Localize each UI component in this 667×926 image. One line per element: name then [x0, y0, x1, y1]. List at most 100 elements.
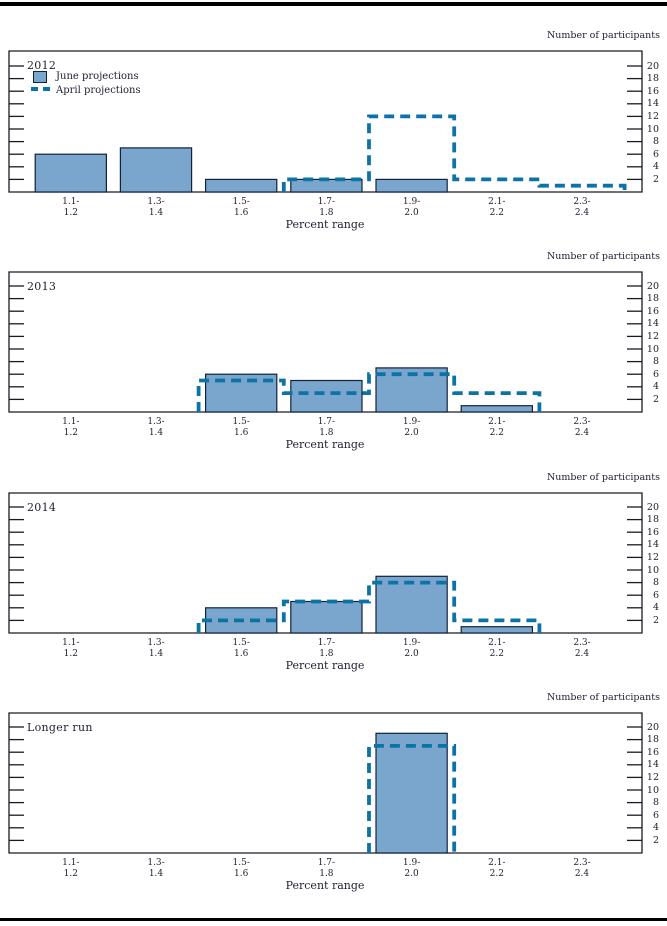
y-tick-label: 12 — [646, 330, 659, 342]
x-tick-label: 1.5- — [232, 638, 250, 648]
x-tick-label: 1.9- — [402, 197, 421, 207]
x-tick-label: 2.4 — [574, 428, 590, 438]
x-tick-label: 1.3- — [147, 858, 165, 868]
y-tick-label: 6 — [652, 809, 659, 821]
y-tick-label: 6 — [652, 148, 659, 160]
x-axis-caption: Percent range — [285, 438, 365, 451]
y-tick-label: 12 — [646, 110, 659, 122]
x-tick-label: 1.3- — [147, 197, 165, 207]
x-tick-label: 1.7- — [317, 858, 336, 868]
legend-april-label: April projections — [56, 84, 141, 96]
x-tick-label: 1.3- — [147, 417, 165, 427]
x-axis-caption: Percent range — [285, 879, 365, 892]
x-tick-label: 1.2 — [63, 208, 78, 218]
x-tick-label: 2.4 — [574, 869, 590, 879]
x-tick-label: 2.0 — [404, 428, 419, 438]
y-tick-label: 14 — [646, 759, 659, 771]
x-tick-label: 1.8 — [319, 869, 334, 879]
legend-june-label: June projections — [56, 70, 139, 82]
x-tick-label: 1.1- — [62, 858, 80, 868]
y-tick-label: 18 — [646, 293, 659, 305]
y-tick-label: 16 — [646, 305, 659, 317]
y-tick-label: 20 — [646, 721, 659, 733]
y-tick-label: 14 — [646, 539, 659, 551]
x-tick-label: 1.5- — [232, 417, 250, 427]
x-axis-caption: Percent range — [285, 218, 365, 231]
x-tick-label: 1.5- — [232, 858, 250, 868]
y-tick-label: 8 — [652, 356, 659, 368]
y-tick-label: 20 — [646, 280, 659, 292]
top-rule — [0, 2, 667, 6]
x-tick-label: 1.6 — [234, 208, 249, 218]
x-tick-label: 1.1- — [62, 417, 80, 427]
y-tick-label: 2 — [652, 834, 659, 846]
y-tick-label: 16 — [646, 526, 659, 538]
x-tick-label: 1.1- — [62, 197, 80, 207]
y-tick-label: 10 — [646, 784, 659, 796]
y-tick-label: 8 — [652, 577, 659, 589]
y-tick-label: 8 — [652, 797, 659, 809]
y-tick-label: 4 — [652, 822, 659, 834]
y-tick-label: 10 — [646, 343, 659, 355]
x-tick-label: 2.2 — [489, 208, 504, 218]
x-tick-label: 2.1- — [488, 638, 506, 648]
x-tick-label: 1.4 — [148, 649, 164, 659]
y-tick-label: 16 — [646, 746, 659, 758]
x-tick-label: 1.6 — [234, 428, 249, 438]
x-tick-label: 2.2 — [489, 869, 504, 879]
x-tick-label: 1.6 — [234, 649, 249, 659]
x-tick-label: 2.1- — [488, 858, 506, 868]
x-tick-label: 1.9- — [402, 417, 421, 427]
x-tick-label: 1.7- — [317, 197, 336, 207]
y-tick-label: 14 — [646, 318, 659, 330]
y-tick-label: 10 — [646, 123, 659, 135]
x-tick-label: 1.4 — [148, 869, 164, 879]
x-tick-label: 1.2 — [63, 869, 78, 879]
x-tick-label: 1.4 — [148, 208, 164, 218]
x-tick-label: 1.2 — [63, 428, 78, 438]
panel-year-label: 2013 — [27, 280, 57, 293]
june-bar-swatch-icon — [33, 71, 47, 83]
y-tick-label: 16 — [646, 85, 659, 97]
x-tick-label: 1.8 — [319, 649, 334, 659]
x-tick-label: 2.2 — [489, 649, 504, 659]
x-tick-label: 1.8 — [319, 208, 334, 218]
y-tick-label: 18 — [646, 734, 659, 746]
y-axis-title: Number of participants — [546, 472, 660, 483]
y-tick-label: 20 — [646, 501, 659, 513]
x-tick-label: 2.0 — [404, 208, 419, 218]
x-tick-label: 1.4 — [148, 428, 164, 438]
y-tick-label: 6 — [652, 589, 659, 601]
y-tick-label: 4 — [652, 161, 659, 173]
y-tick-label: 4 — [652, 381, 659, 393]
x-tick-label: 1.7- — [317, 417, 336, 427]
x-tick-label: 1.3- — [147, 638, 165, 648]
y-tick-label: 4 — [652, 602, 659, 614]
y-tick-label: 2 — [652, 393, 659, 405]
y-tick-label: 14 — [646, 98, 659, 110]
panel-year-label: 2014 — [27, 501, 57, 514]
y-axis-title: Number of participants — [546, 692, 660, 703]
x-tick-label: 1.5- — [232, 197, 250, 207]
x-tick-label: 1.8 — [319, 428, 334, 438]
y-tick-label: 20 — [646, 60, 659, 72]
april-dash-swatch-icon — [31, 87, 50, 91]
y-tick-label: 6 — [652, 368, 659, 380]
bottom-rule — [0, 917, 667, 921]
x-tick-label: 1.2 — [63, 649, 78, 659]
x-tick-label: 2.1- — [488, 197, 506, 207]
panel-year-label: 2012 — [27, 59, 57, 72]
x-tick-label: 2.3- — [573, 197, 591, 207]
x-tick-label: 2.1- — [488, 417, 506, 427]
x-tick-label: 2.4 — [574, 649, 590, 659]
x-tick-label: 2.0 — [404, 649, 419, 659]
y-tick-label: 18 — [646, 73, 659, 85]
x-tick-label: 2.0 — [404, 869, 419, 879]
